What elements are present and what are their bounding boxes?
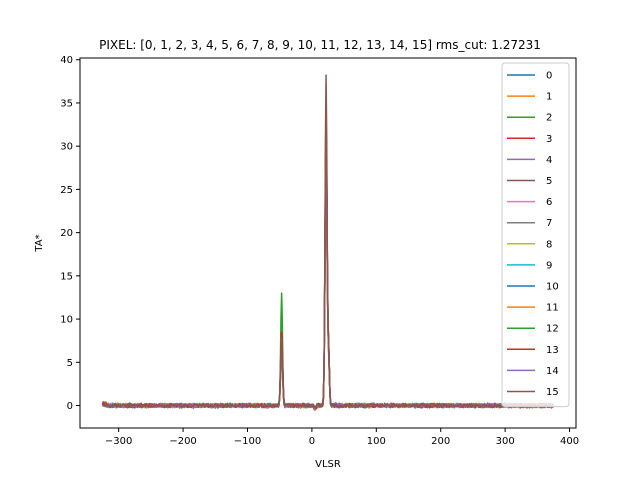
legend-label-12: 12 [546, 324, 559, 335]
series-lines [101, 74, 555, 411]
x-tick-label: 100 [367, 436, 386, 447]
x-tick-label: 400 [560, 436, 579, 447]
series-line-15 [102, 74, 555, 409]
legend-label-2: 2 [546, 113, 552, 124]
y-tick-label: 30 [60, 142, 73, 153]
y-tick-label: 35 [60, 98, 73, 109]
legend-label-7: 7 [546, 218, 552, 229]
x-tick-label: 300 [496, 436, 515, 447]
y-tick-label: 40 [60, 55, 73, 66]
y-tick-label: 20 [60, 228, 73, 239]
x-tick-label: −300 [105, 436, 132, 447]
legend-label-14: 14 [546, 366, 559, 377]
y-tick-label: 10 [60, 315, 73, 326]
legend-label-0: 0 [546, 71, 552, 82]
x-axis-label: VLSR [315, 459, 341, 470]
legend-label-8: 8 [546, 239, 552, 250]
x-axis-ticks: −300 −200 −100 0 100 200 300 400 [105, 428, 579, 447]
plot-frame [79, 57, 577, 429]
chart-title: PIXEL: [0, 1, 2, 3, 4, 5, 6, 7, 8, 9, 10… [99, 38, 541, 52]
y-tick-label: 15 [60, 271, 73, 282]
legend-label-3: 3 [546, 134, 552, 145]
legend-label-6: 6 [546, 197, 552, 208]
legend-label-9: 9 [546, 260, 552, 271]
x-tick-label: −100 [234, 436, 261, 447]
y-axis-label: TA* [34, 234, 45, 252]
legend-label-10: 10 [546, 282, 559, 293]
legend-label-4: 4 [546, 155, 552, 166]
legend-label-1: 1 [546, 92, 552, 103]
y-axis-ticks: 0 5 10 15 20 25 30 35 40 [60, 55, 80, 412]
legend-label-15: 15 [546, 387, 559, 398]
y-tick-label: 25 [60, 185, 73, 196]
legend-label-11: 11 [546, 303, 559, 314]
legend-label-13: 13 [546, 345, 559, 356]
y-tick-label: 5 [67, 358, 73, 369]
x-tick-label: 0 [309, 436, 315, 447]
x-tick-label: 200 [431, 436, 450, 447]
legend-box [501, 62, 570, 408]
y-tick-label: 0 [67, 401, 73, 412]
x-tick-label: −200 [169, 436, 196, 447]
legend-label-5: 5 [546, 176, 552, 187]
